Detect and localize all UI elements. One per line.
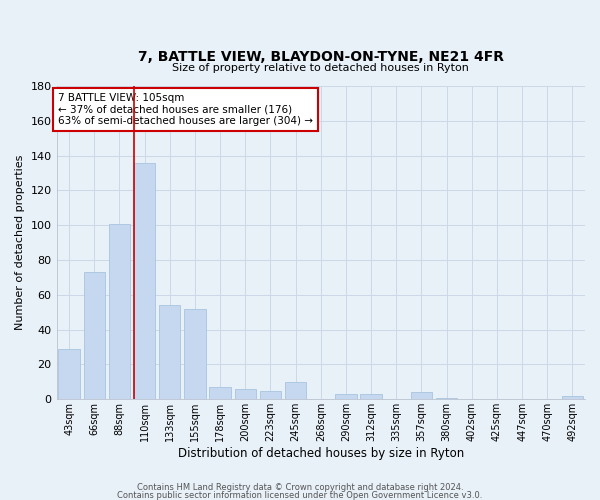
Y-axis label: Number of detached properties: Number of detached properties (15, 155, 25, 330)
Bar (335, 394, 356, 400)
Text: 7 BATTLE VIEW: 105sqm
← 37% of detached houses are smaller (176)
63% of semi-det: 7 BATTLE VIEW: 105sqm ← 37% of detached … (58, 93, 313, 126)
Text: Size of property relative to detached houses in Ryton: Size of property relative to detached ho… (172, 64, 469, 74)
Bar (184, 309, 206, 400)
Bar (209, 387, 231, 400)
Bar (436, 398, 457, 400)
Title: 7, BATTLE VIEW, BLAYDON-ON-TYNE, NE21 4FR: 7, BATTLE VIEW, BLAYDON-ON-TYNE, NE21 4F… (138, 50, 504, 64)
Bar (159, 306, 181, 400)
Bar (361, 394, 382, 400)
Text: Contains HM Land Registry data © Crown copyright and database right 2024.: Contains HM Land Registry data © Crown c… (137, 484, 463, 492)
Bar (235, 389, 256, 400)
X-axis label: Distribution of detached houses by size in Ryton: Distribution of detached houses by size … (178, 447, 464, 460)
Bar (260, 390, 281, 400)
Bar (109, 224, 130, 400)
Bar (83, 272, 105, 400)
Bar (411, 392, 432, 400)
Bar (285, 382, 307, 400)
Bar (58, 349, 80, 400)
Bar (134, 162, 155, 400)
Text: Contains public sector information licensed under the Open Government Licence v3: Contains public sector information licen… (118, 491, 482, 500)
Bar (562, 396, 583, 400)
